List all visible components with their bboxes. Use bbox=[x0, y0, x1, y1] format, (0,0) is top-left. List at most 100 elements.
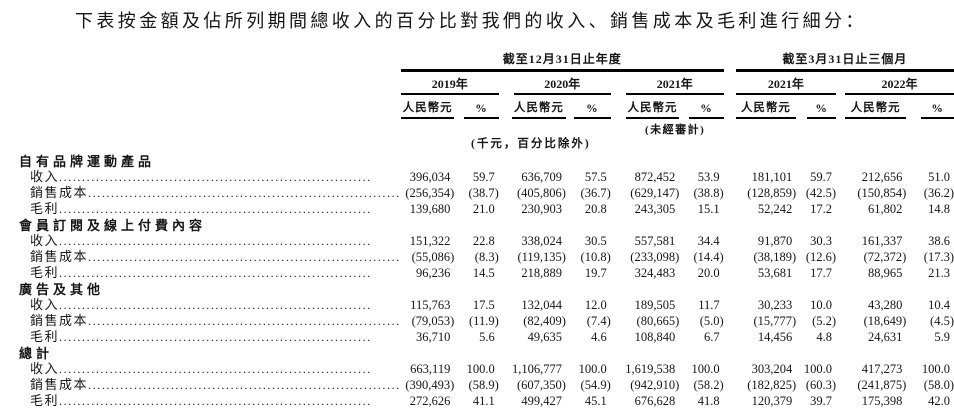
cell-value: (58.2) bbox=[693, 378, 724, 392]
value-cell: 636,709 bbox=[499, 169, 566, 185]
value-cell: 57.5 bbox=[566, 169, 611, 185]
value-cell: 10.0 bbox=[796, 297, 836, 313]
cell-value: 24,631 bbox=[867, 330, 903, 344]
value-cell: 396,034 bbox=[401, 169, 455, 185]
cell-value: 108,840 bbox=[634, 330, 676, 344]
year-header-2022-q1: 2022年 bbox=[836, 72, 954, 95]
value-cell: 43,280 bbox=[836, 297, 906, 313]
cell-value: 42.0 bbox=[928, 394, 950, 408]
value-cell: (80,665) bbox=[611, 313, 680, 329]
cell-value: 557,581 bbox=[634, 234, 676, 248]
row-label: 毛利 bbox=[30, 201, 60, 216]
period-group-annual: 截至12月31日止年度 bbox=[400, 50, 724, 72]
cell-value: (8.3) bbox=[474, 250, 499, 264]
cell-value: 34.4 bbox=[697, 234, 720, 248]
cell-value: (15,777) bbox=[753, 314, 797, 328]
spacer-cell bbox=[19, 50, 401, 72]
cell-value: 15.1 bbox=[697, 202, 720, 216]
value-cell: 324,483 bbox=[611, 265, 680, 281]
cell-value: (58.9) bbox=[468, 378, 499, 392]
cell-value: 324,483 bbox=[634, 266, 676, 280]
cell-value: (629,147) bbox=[630, 186, 680, 200]
value-cell: 499,427 bbox=[499, 393, 566, 409]
unit-header-currency: 人民幣元 bbox=[724, 95, 797, 119]
cell-value: 230,903 bbox=[521, 202, 562, 216]
cell-value: 61,802 bbox=[867, 202, 903, 216]
value-cell: (5.0) bbox=[679, 313, 724, 329]
cell-value: 115,763 bbox=[410, 298, 451, 312]
section-name: 廣告及其他 bbox=[19, 282, 105, 297]
value-cell: (182,825) bbox=[724, 377, 797, 393]
value-cell: (55,086) bbox=[401, 249, 455, 265]
section-name: 總計 bbox=[19, 346, 54, 361]
cell-value: 151,322 bbox=[409, 234, 451, 248]
value-cell: (72,372) bbox=[836, 249, 907, 265]
cell-value: 243,305 bbox=[634, 202, 676, 216]
cell-value: 120,379 bbox=[751, 394, 793, 408]
cell-value: 663,119 bbox=[410, 362, 451, 376]
section-header-row: 會員訂閱及線上付費內容 bbox=[19, 217, 954, 233]
cell-value: (7.4) bbox=[586, 314, 611, 328]
cell-value: (14.4) bbox=[693, 250, 724, 264]
value-cell: 5.9 bbox=[906, 329, 954, 345]
dot-leader bbox=[59, 234, 401, 249]
value-cell: 161,337 bbox=[836, 233, 906, 249]
cell-value: 636,709 bbox=[521, 170, 562, 184]
year-header-2021-q1: 2021年 bbox=[724, 72, 837, 95]
table-row: 毛利 139,680 21.0 230,903 20.8 243,305 15.1 52,24… bbox=[19, 201, 954, 217]
cell-value: 45.1 bbox=[584, 394, 607, 408]
cell-value: 161,337 bbox=[861, 234, 903, 248]
cell-value: (5.0) bbox=[699, 314, 724, 328]
cell-value: 272,626 bbox=[409, 394, 451, 408]
cell-value: 10.4 bbox=[928, 298, 950, 312]
value-cell: (128,859) bbox=[724, 185, 796, 201]
value-cell: 100.0 bbox=[454, 361, 498, 377]
value-cell: 11.7 bbox=[679, 297, 723, 313]
row-label-cell: 銷售成本 bbox=[19, 249, 401, 265]
cell-value: 132,044 bbox=[521, 298, 562, 312]
cell-value: (55,086) bbox=[411, 250, 455, 264]
cell-value: 22.8 bbox=[472, 234, 495, 248]
cell-value: 100.0 bbox=[921, 362, 950, 376]
cell-value: (241,875) bbox=[857, 378, 907, 392]
value-cell: 30,233 bbox=[724, 297, 797, 313]
row-label: 銷售成本 bbox=[30, 185, 89, 200]
cell-value: (5.2) bbox=[812, 314, 837, 328]
dot-leader bbox=[59, 298, 401, 313]
cell-value: 38.6 bbox=[928, 234, 950, 248]
row-label: 銷售成本 bbox=[30, 377, 89, 392]
value-cell: 30.5 bbox=[566, 233, 611, 249]
cell-value: (38,189) bbox=[753, 250, 797, 264]
value-cell: 120,379 bbox=[724, 393, 797, 409]
table-row: 銷售成本 (390,493) (58.9) (607,350) (54.9) (942,9… bbox=[19, 377, 954, 393]
cell-value: 51.0 bbox=[928, 170, 950, 184]
table-row: 收入 115,763 17.5 132,044 12.0 189,505 11.7 30,23… bbox=[19, 297, 954, 313]
value-cell: 42.0 bbox=[906, 393, 954, 409]
value-cell: 39.7 bbox=[796, 393, 836, 409]
cell-value: 872,452 bbox=[634, 170, 676, 184]
value-cell: (36.7) bbox=[566, 185, 611, 201]
value-cell: (42.5) bbox=[796, 185, 836, 201]
value-cell: 100.0 bbox=[679, 361, 723, 377]
value-cell: 303,204 bbox=[724, 361, 797, 377]
dot-leader bbox=[59, 330, 401, 345]
value-cell: 676,628 bbox=[611, 393, 680, 409]
value-cell: (119,135) bbox=[499, 249, 566, 265]
cell-value: (182,825) bbox=[747, 378, 797, 392]
cell-value: (38.8) bbox=[693, 186, 724, 200]
cell-value: 41.1 bbox=[472, 394, 495, 408]
cell-value: 57.5 bbox=[584, 170, 607, 184]
cell-value: 14.8 bbox=[928, 202, 950, 216]
value-cell: 21.0 bbox=[454, 201, 498, 217]
value-cell: (79,053) bbox=[401, 313, 455, 329]
dot-leader bbox=[59, 362, 401, 377]
unit-header-percent: % bbox=[906, 95, 954, 119]
cell-value: 218,889 bbox=[521, 266, 562, 280]
value-cell: 12.0 bbox=[566, 297, 611, 313]
cell-value: (119,135) bbox=[517, 250, 566, 264]
row-label-cell: 銷售成本 bbox=[19, 377, 401, 393]
cell-value: 53,681 bbox=[757, 266, 793, 280]
value-cell: (405,806) bbox=[499, 185, 566, 201]
value-cell: (390,493) bbox=[401, 377, 454, 393]
